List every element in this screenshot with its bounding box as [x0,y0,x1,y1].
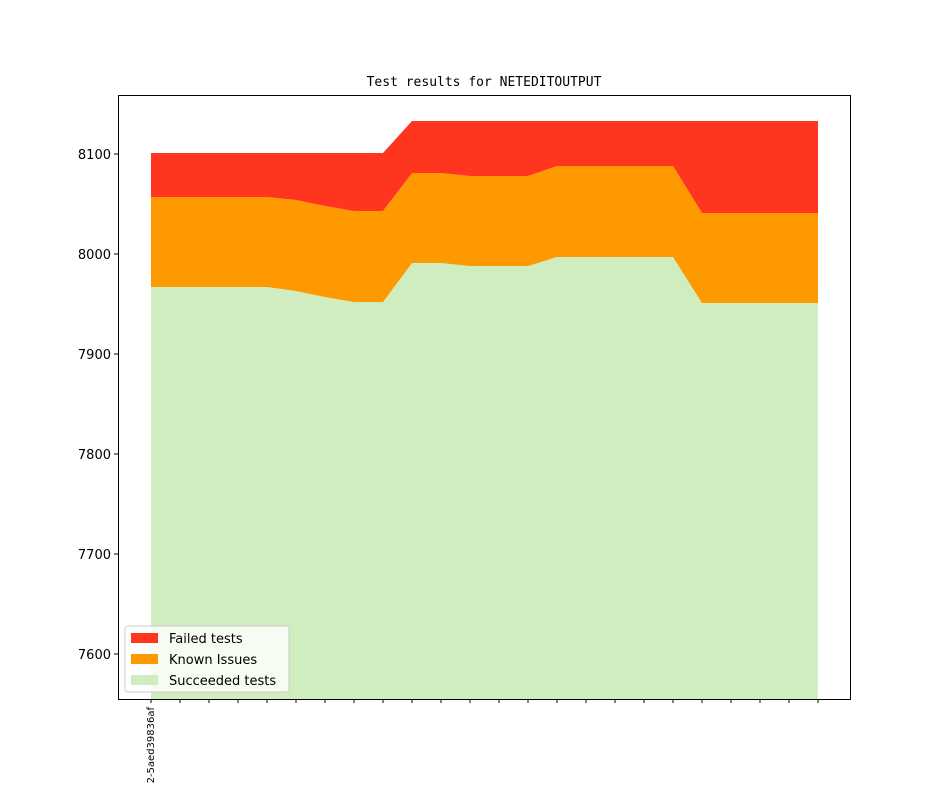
legend-frame [124,625,290,693]
legend-swatch [131,675,158,685]
y-tick-label: 7700 [78,548,111,563]
legend: Failed tests Known Issues Succeeded tests [124,625,290,693]
legend-swatch [131,633,158,643]
axes-frame [118,95,851,700]
legend-label: Known Issues [169,653,257,668]
area [151,121,818,213]
area [151,166,818,303]
y-tick-label: 7900 [78,348,111,363]
y-tick-label: 8000 [78,248,111,263]
y-tick-label: 7800 [78,448,111,463]
legend-label: Failed tests [169,632,243,647]
x-tick-label: 2-5aed39836af [146,707,157,784]
chart-title: Test results for NETEDITOUTPUT [367,75,602,90]
plot-area [151,121,818,699]
legend-label: Succeeded tests [169,674,276,689]
area [151,257,818,699]
y-tick-label: 8100 [78,148,111,163]
y-tick-label: 7600 [78,648,111,663]
legend-swatch [131,654,158,664]
